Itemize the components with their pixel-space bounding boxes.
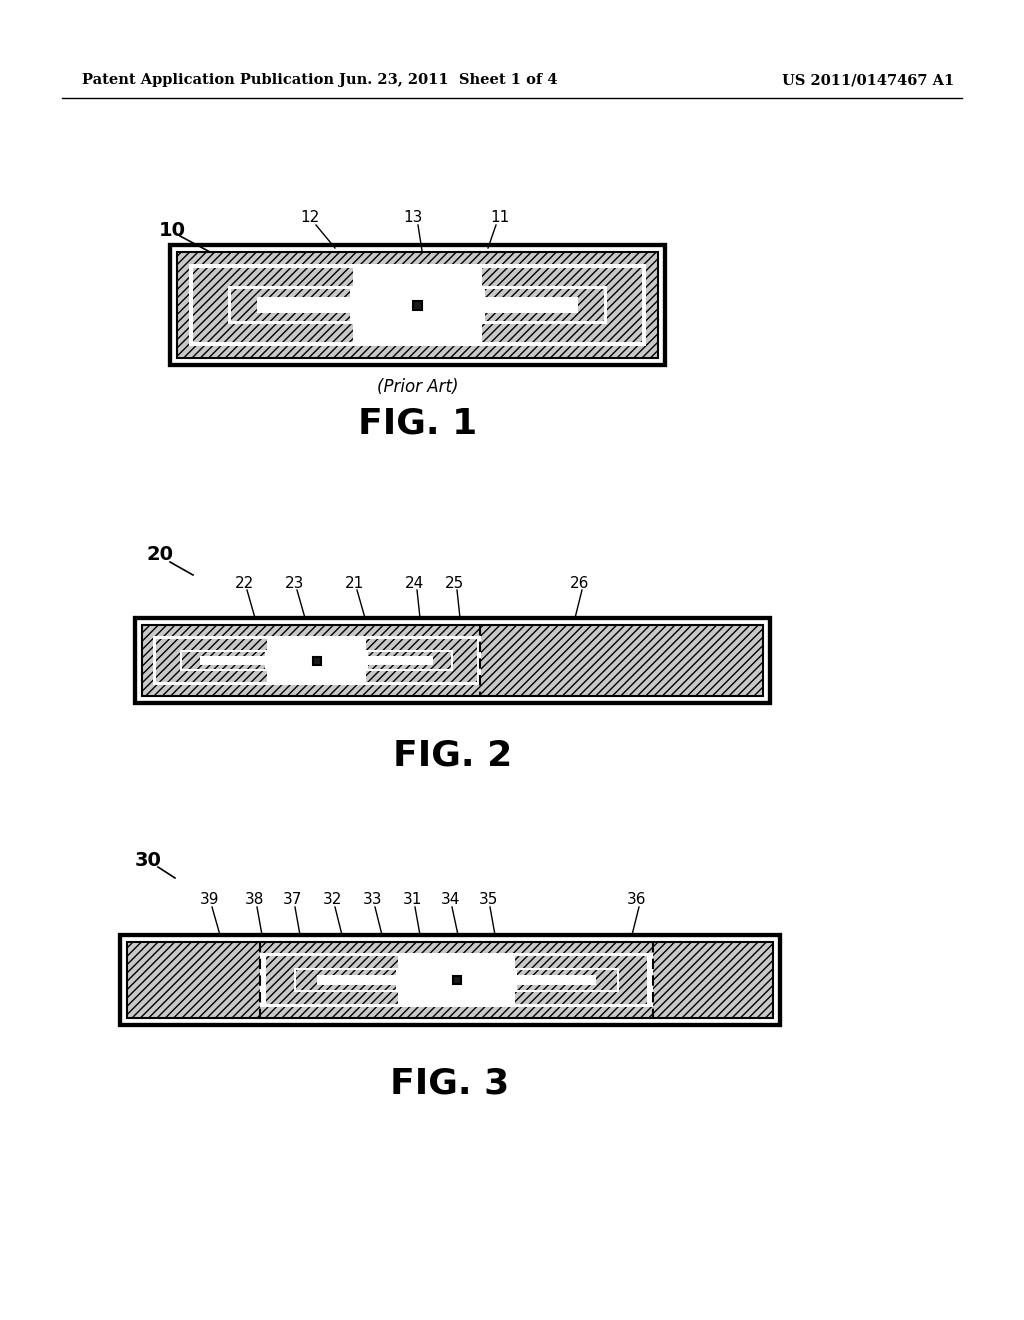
Bar <box>366 639 477 649</box>
Bar <box>317 975 395 985</box>
Bar <box>482 268 642 286</box>
Text: FIG. 3: FIG. 3 <box>390 1067 510 1100</box>
Bar <box>177 252 658 358</box>
Text: Jun. 23, 2011  Sheet 1 of 4: Jun. 23, 2011 Sheet 1 of 4 <box>339 73 557 87</box>
Bar <box>433 652 451 669</box>
Bar <box>189 264 646 346</box>
Text: 20: 20 <box>146 545 173 565</box>
Bar <box>453 975 461 983</box>
Bar <box>481 636 752 685</box>
Text: 26: 26 <box>570 576 590 590</box>
Bar <box>312 656 321 664</box>
Bar <box>482 286 607 323</box>
Bar <box>138 953 260 1007</box>
Bar <box>296 985 395 990</box>
Bar <box>135 618 770 704</box>
Bar <box>193 323 353 342</box>
Text: 21: 21 <box>345 576 365 590</box>
Text: 11: 11 <box>490 210 510 226</box>
Bar <box>231 313 350 321</box>
Bar <box>413 301 422 309</box>
Bar <box>231 289 350 297</box>
Bar <box>368 652 451 656</box>
Bar <box>618 956 647 1005</box>
Bar <box>485 313 604 321</box>
Bar <box>182 665 265 669</box>
Text: 35: 35 <box>478 892 498 908</box>
Bar <box>200 656 265 665</box>
Bar <box>517 970 617 975</box>
Bar <box>453 639 477 682</box>
Text: 24: 24 <box>406 576 425 590</box>
Bar <box>517 975 596 985</box>
Bar <box>607 268 642 342</box>
Bar <box>138 953 762 1007</box>
Text: 13: 13 <box>403 210 423 226</box>
Bar <box>156 639 180 682</box>
Text: 39: 39 <box>201 892 220 908</box>
Bar <box>231 289 257 321</box>
Bar <box>182 652 200 669</box>
Text: 25: 25 <box>445 576 465 590</box>
Bar <box>257 297 350 313</box>
Bar <box>368 665 451 669</box>
Text: FIG. 2: FIG. 2 <box>393 738 512 772</box>
Bar <box>515 968 618 993</box>
Bar <box>170 246 665 366</box>
Bar <box>296 970 395 975</box>
Bar <box>193 268 228 342</box>
Bar <box>228 286 353 323</box>
Text: 37: 37 <box>284 892 303 908</box>
Bar <box>170 246 665 366</box>
Bar <box>120 935 780 1026</box>
Bar <box>120 935 780 1026</box>
Bar <box>266 993 397 1005</box>
Text: (Prior Art): (Prior Art) <box>377 378 459 396</box>
Bar <box>482 323 642 342</box>
Bar <box>266 956 294 1005</box>
Bar <box>653 953 762 1007</box>
Bar <box>515 956 647 968</box>
Bar <box>366 671 477 682</box>
Bar <box>485 297 578 313</box>
Bar <box>156 671 267 682</box>
Bar <box>266 956 397 968</box>
Text: 30: 30 <box>134 850 162 870</box>
Text: 33: 33 <box>364 892 383 908</box>
Bar <box>127 942 773 1018</box>
Bar <box>142 624 763 696</box>
Text: Patent Application Publication: Patent Application Publication <box>82 73 334 87</box>
Text: 34: 34 <box>440 892 460 908</box>
Bar <box>180 649 267 671</box>
Bar <box>142 624 763 696</box>
Text: 36: 36 <box>628 892 647 908</box>
Bar <box>366 649 453 671</box>
Bar <box>296 970 317 990</box>
Bar <box>517 985 617 990</box>
Bar <box>127 942 773 1018</box>
Bar <box>596 970 617 990</box>
Text: 38: 38 <box>246 892 264 908</box>
Bar <box>177 252 658 358</box>
Bar <box>485 289 604 297</box>
Text: 32: 32 <box>324 892 343 908</box>
Bar <box>515 993 647 1005</box>
Text: 22: 22 <box>236 576 255 590</box>
Bar <box>578 289 604 321</box>
Bar <box>182 652 265 656</box>
Text: FIG. 1: FIG. 1 <box>357 407 477 440</box>
Bar <box>368 656 433 665</box>
Bar <box>193 268 353 286</box>
Text: 12: 12 <box>300 210 319 226</box>
Text: 31: 31 <box>403 892 423 908</box>
Text: 10: 10 <box>159 220 185 239</box>
Bar <box>156 639 267 649</box>
Text: 23: 23 <box>286 576 305 590</box>
Bar <box>294 968 397 993</box>
Bar <box>153 636 752 685</box>
Bar <box>135 618 770 704</box>
Text: US 2011/0147467 A1: US 2011/0147467 A1 <box>782 73 954 87</box>
